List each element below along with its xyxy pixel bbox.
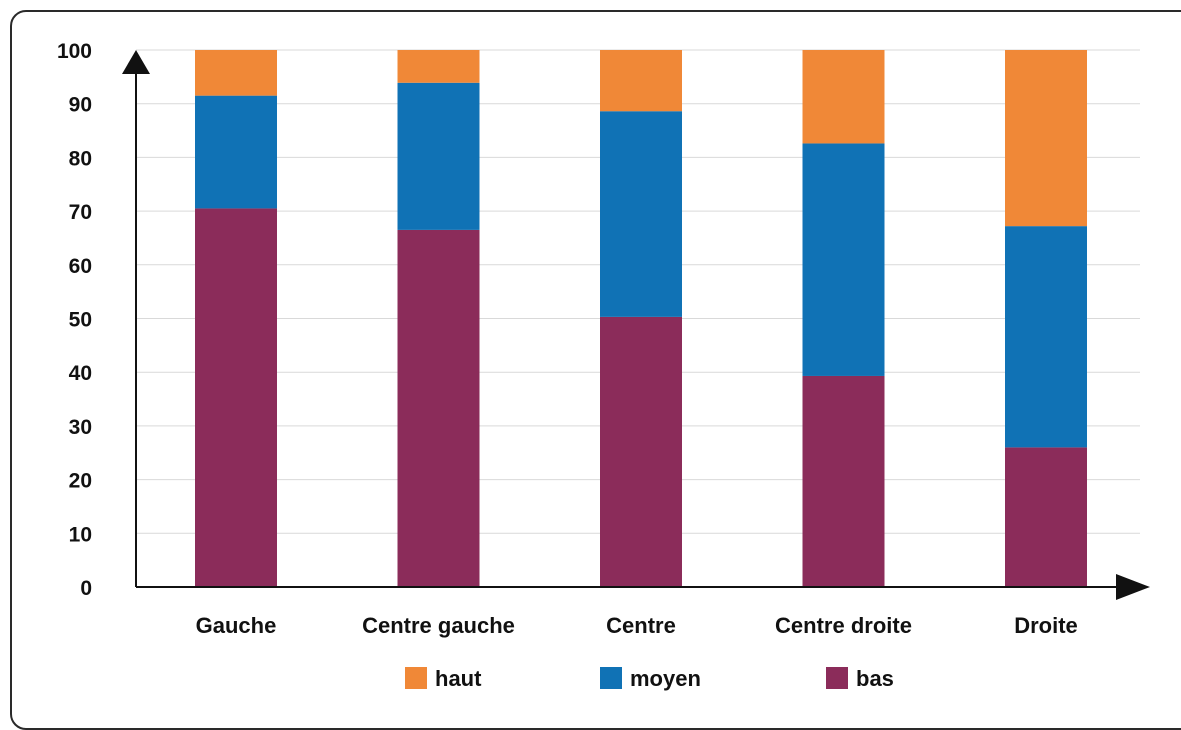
bar-haut-2	[397, 50, 480, 83]
y-tick-label: 0	[80, 577, 92, 600]
y-tick-label: 10	[69, 523, 92, 546]
y-tick-label: 90	[69, 94, 92, 117]
legend-swatch-moyen	[600, 667, 622, 689]
legend-swatch-bas	[826, 667, 848, 689]
bar-bas-4	[802, 375, 885, 587]
bar-moyen-4	[802, 143, 885, 376]
bar-bas-5	[1005, 447, 1087, 587]
bar-moyen-3	[600, 111, 682, 317]
bar-bas-3	[600, 316, 682, 587]
x-tick-label: Droite	[1014, 613, 1078, 638]
bar-bas-1	[195, 208, 277, 588]
bar-haut-1	[195, 50, 277, 96]
legend-label-bas: bas	[856, 666, 894, 691]
stacked-bar-chart: Gauche Centre gauche Centre Centre droite Dr…	[57, 40, 1150, 691]
x-tick-label: Centre droite	[775, 613, 912, 638]
y-axis-arrow	[122, 50, 150, 74]
legend-swatch-haut	[405, 667, 427, 689]
x-tick-label: Centre gauche	[362, 613, 515, 638]
bar-moyen-1	[195, 95, 277, 209]
bar-bas-2	[397, 229, 480, 587]
y-tick-label: 40	[69, 362, 92, 385]
bar-haut-3	[600, 50, 682, 112]
bar-moyen-2	[397, 82, 480, 230]
x-tick-label: Centre	[606, 613, 676, 638]
y-tick-label: 100	[57, 40, 92, 63]
legend-label-haut: haut	[435, 666, 482, 691]
legend-label-moyen: moyen	[630, 666, 701, 691]
y-tick-label: 20	[69, 470, 92, 493]
y-tick-label: 70	[69, 201, 92, 224]
x-axis-arrow	[1116, 574, 1150, 600]
bar-moyen-5	[1005, 226, 1087, 448]
y-tick-label: 50	[69, 309, 92, 332]
y-tick-label: 30	[69, 416, 92, 439]
bar-haut-5	[1005, 50, 1087, 227]
y-tick-label: 60	[69, 255, 92, 278]
y-tick-label: 80	[69, 147, 92, 170]
x-tick-label: Gauche	[196, 613, 277, 638]
bar-haut-4	[802, 50, 885, 144]
